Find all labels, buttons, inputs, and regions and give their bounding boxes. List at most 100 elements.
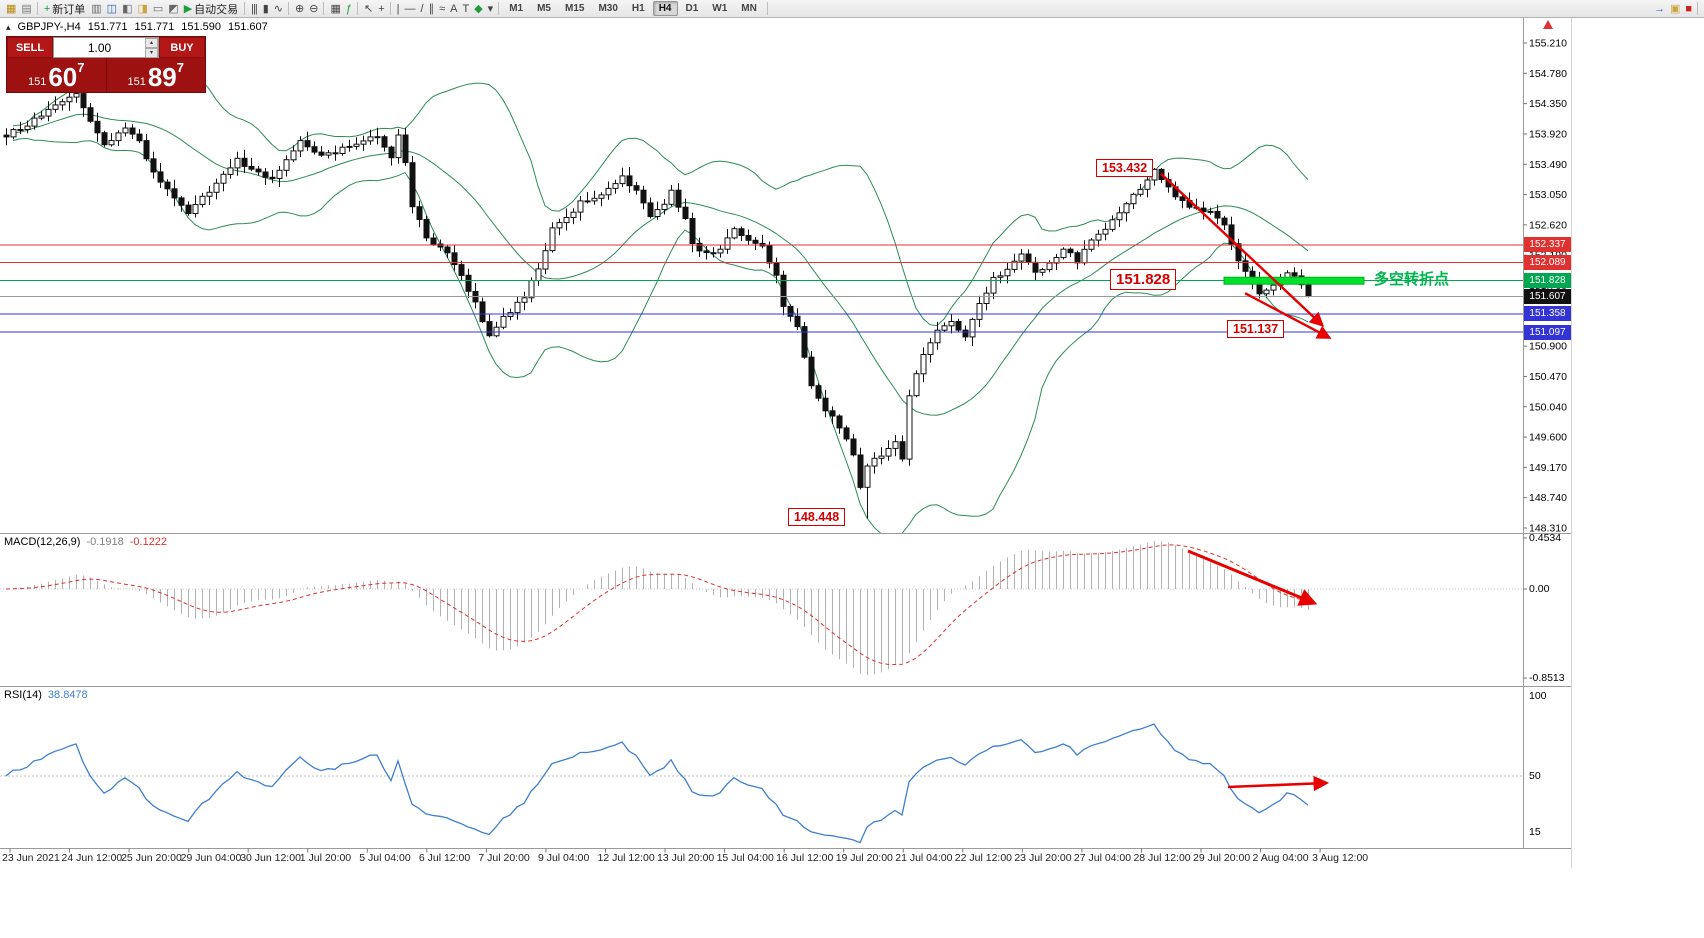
svg-text:29 Jun 04:00: 29 Jun 04:00 <box>181 852 242 864</box>
svg-text:153.920: 153.920 <box>1529 128 1567 140</box>
channel-icon[interactable]: ∥ <box>426 1 437 17</box>
indicators-icon[interactable]: ƒ <box>343 1 354 17</box>
svg-text:30 Jun 12:00: 30 Jun 12:00 <box>240 852 301 864</box>
rsi-pane <box>0 723 1523 844</box>
label-icon[interactable]: T <box>459 1 471 17</box>
alert-icon[interactable]: ■ <box>1682 1 1694 17</box>
horizontal-line-icon[interactable]: — <box>402 1 418 17</box>
toolbar-separator <box>36 2 38 15</box>
bar-chart-icon-glyph: ||| <box>251 2 258 15</box>
svg-text:153.490: 153.490 <box>1529 159 1567 171</box>
macd-label: MACD(12,26,9) <box>4 536 81 548</box>
toolbar-separator <box>323 2 325 15</box>
cursor-icon[interactable]: ↖ <box>361 1 375 17</box>
sell-price-button[interactable]: 151 60 7 <box>7 58 107 92</box>
price-tag-151.607: 151.607 <box>1524 289 1571 304</box>
svg-text:25 Jun 20:00: 25 Jun 20:00 <box>121 852 182 864</box>
chart-window-icon[interactable]: ▦ <box>3 1 18 17</box>
volume-input[interactable] <box>54 38 145 57</box>
channel-icon-glyph: ∥ <box>428 2 434 15</box>
svg-text:150.040: 150.040 <box>1529 401 1567 413</box>
auto-trading-button[interactable]: ▶ 自动交易 <box>181 1 241 17</box>
price-tag-151.358: 151.358 <box>1524 306 1571 321</box>
macd-signal-value: -0.1222 <box>129 536 168 548</box>
vertical-line-icon[interactable]: | <box>394 1 402 17</box>
high-value: 151.771 <box>134 21 175 33</box>
profiles-icon[interactable]: ▤ <box>18 1 33 17</box>
one-click-collapse-icon[interactable]: ▴ <box>6 21 11 32</box>
svg-text:7 Jul 20:00: 7 Jul 20:00 <box>478 852 530 864</box>
crosshair-icon[interactable]: + <box>375 1 386 17</box>
timeframe-m1-button[interactable]: M1 <box>509 3 524 14</box>
chart-window-icon-glyph: ▦ <box>6 2 16 15</box>
toolbar-separator <box>1697 2 1698 15</box>
new-order-button[interactable]: + 新订单 <box>41 1 88 17</box>
news-icon[interactable]: ▣ <box>1667 1 1682 17</box>
svg-text:9 Jul 04:00: 9 Jul 04:00 <box>538 852 590 864</box>
toolbar-separator <box>288 2 290 15</box>
pivot-note-text[interactable]: 多空转折点 <box>1374 271 1450 288</box>
trendline-icon-glyph: / <box>420 2 424 15</box>
zoom-out-icon[interactable]: ⊖ <box>306 1 320 17</box>
data-window-icon[interactable]: ◧ <box>119 1 134 17</box>
timeframe-mn-button[interactable]: MN <box>741 3 757 14</box>
tile-windows-icon[interactable]: ▦ <box>327 1 342 17</box>
buy-price-prefix: 151 <box>127 76 146 88</box>
volume-decrease-button[interactable]: ▾ <box>145 48 158 58</box>
candlestick-chart-icon[interactable]: ▮ <box>260 1 271 17</box>
buy-price-button[interactable]: 151 89 7 <box>107 58 206 92</box>
timeframe-m5-button[interactable]: M5 <box>537 3 551 14</box>
swing-high-price-label[interactable]: 153.432 <box>1096 159 1154 177</box>
svg-text:154.780: 154.780 <box>1529 68 1567 80</box>
target-price-label[interactable]: 151.137 <box>1227 320 1285 338</box>
price-tag-151.828: 151.828 <box>1524 273 1571 288</box>
tile-windows-icon-glyph: ▦ <box>330 2 340 15</box>
open-value: 151.771 <box>87 21 128 33</box>
price-tag-152.337: 152.337 <box>1524 237 1571 252</box>
pivot-price-label[interactable]: 151.828 <box>1110 269 1177 290</box>
swing-low-price-label[interactable]: 148.448 <box>788 508 846 526</box>
candlestick-chart-icon-glyph: ▮ <box>262 2 269 15</box>
volume-increase-button[interactable]: ▴ <box>145 38 158 48</box>
text-icon[interactable]: A <box>447 1 459 17</box>
navigator-icon[interactable]: ◨ <box>134 1 149 17</box>
sell-price-prefix: 151 <box>27 76 47 88</box>
strategy-tester-icon-glyph: ◩ <box>168 2 178 15</box>
fibonacci-icon[interactable]: ≈ <box>436 1 447 17</box>
bar-chart-icon[interactable]: ||| <box>248 1 260 17</box>
chart-cascade-icon[interactable]: ▥ <box>88 1 103 17</box>
svg-text:15: 15 <box>1529 826 1541 838</box>
terminal-icon[interactable]: ▭ <box>150 1 165 17</box>
volume-spinner: ▴ ▾ <box>145 38 158 58</box>
svg-text:155.210: 155.210 <box>1529 38 1567 50</box>
timeframe-w1-button[interactable]: W1 <box>712 3 728 14</box>
timeframe-h1-button[interactable]: H1 <box>631 3 645 14</box>
svg-text:16 Jul 12:00: 16 Jul 12:00 <box>776 852 833 864</box>
buy-button[interactable]: BUY <box>159 37 205 58</box>
svg-text:152.620: 152.620 <box>1529 219 1567 231</box>
toolbar-separator <box>356 2 358 15</box>
profiles-icon-glyph: ▤ <box>21 2 31 15</box>
shapes-icon[interactable]: ◆ <box>471 1 484 17</box>
svg-text:27 Jul 04:00: 27 Jul 04:00 <box>1074 852 1131 864</box>
trendline-icon[interactable]: / <box>418 1 426 17</box>
strategy-tester-icon[interactable]: ◩ <box>165 1 180 17</box>
quick-nav-icon[interactable]: → <box>1651 1 1667 17</box>
sell-button[interactable]: SELL <box>7 37 53 58</box>
svg-text:3 Aug 12:00: 3 Aug 12:00 <box>1312 852 1368 864</box>
timeframe-m15-button[interactable]: M15 <box>565 3 585 14</box>
price-scale-arrow-icon[interactable] <box>1543 20 1553 29</box>
main-toolbar: ▦ ▤ + 新订单 ▥ ◫ ◧ ◨ ▭ ◩ ▶ 自动交易 ||| ▮ ∿ ⊕ ⊖ ▦ ƒ ↖ + | — / ∥ ≈ A T ◆ ▾ M1 M… <box>0 0 1704 18</box>
timeframe-h4-button[interactable]: H4 <box>652 1 678 16</box>
svg-text:0.4534: 0.4534 <box>1529 532 1561 544</box>
timeframe-d1-button[interactable]: D1 <box>685 3 699 14</box>
indicators-icon-glyph: ƒ <box>345 2 352 15</box>
zoom-in-icon[interactable]: ⊕ <box>292 1 306 17</box>
dropdown-caret-icon[interactable]: ▾ <box>485 1 496 17</box>
buy-price-sup: 7 <box>176 60 184 75</box>
line-chart-icon[interactable]: ∿ <box>271 1 285 17</box>
timeframe-m30-button[interactable]: M30 <box>598 3 618 14</box>
quick-nav-icon-glyph: → <box>1653 2 1665 15</box>
market-watch-icon[interactable]: ◫ <box>104 1 119 17</box>
svg-text:148.310: 148.310 <box>1529 523 1567 535</box>
